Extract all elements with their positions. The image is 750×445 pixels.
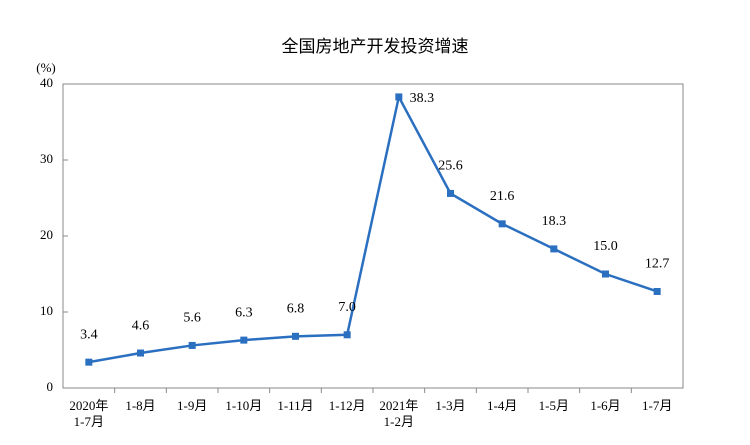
value-label: 4.6	[132, 318, 150, 333]
x-tick-label: 1-10月	[225, 398, 262, 413]
chart-title: 全国房地产开发投资增速	[282, 37, 469, 57]
x-tick-label: 1-8月	[125, 398, 155, 413]
marker	[447, 189, 454, 197]
y-tick-label: 30	[40, 151, 53, 166]
value-label: 21.6	[490, 189, 515, 204]
value-label: 25.6	[438, 159, 463, 174]
value-label: 6.3	[235, 305, 253, 320]
marker	[602, 270, 609, 278]
marker	[498, 220, 506, 228]
marker	[395, 93, 403, 101]
y-tick-label: 40	[40, 75, 53, 90]
marker	[240, 336, 248, 344]
value-label: 3.4	[80, 327, 98, 342]
x-tick-label: 1-12月	[329, 398, 366, 413]
y-axis-label: (%)	[36, 60, 56, 75]
x-tick-label: 1-11月	[277, 398, 313, 413]
y-tick-label: 20	[40, 227, 53, 242]
marker	[85, 358, 93, 366]
x-tick-label: 2020年 1-7月	[69, 398, 108, 429]
x-tick-label: 1-6月	[590, 398, 620, 413]
marker	[550, 245, 558, 253]
marker	[188, 341, 196, 349]
value-label: 12.7	[645, 257, 670, 272]
x-tick-label: 1-9月	[177, 398, 207, 413]
marker	[343, 331, 351, 339]
x-tick-label: 1-3月	[435, 398, 465, 413]
plot-frame	[62, 83, 684, 389]
value-label: 7.0	[338, 300, 356, 315]
value-label: 5.6	[183, 311, 201, 326]
y-tick-label: 0	[47, 379, 54, 394]
x-tick-label: 1-7月	[642, 398, 672, 413]
value-label: 6.8	[287, 302, 305, 317]
marker	[137, 349, 144, 357]
x-tick-label: 1-4月	[487, 398, 517, 413]
line	[88, 93, 658, 364]
marker	[653, 287, 661, 295]
x-tick-label: 2021年 1-2月	[379, 398, 418, 429]
value-label: 18.3	[542, 214, 567, 229]
x-tick-label: 1-5月	[539, 398, 569, 413]
value-label: 15.0	[593, 239, 618, 254]
y-tick-label: 10	[40, 303, 53, 318]
value-label: 38.3	[410, 91, 435, 106]
marker	[292, 332, 299, 340]
